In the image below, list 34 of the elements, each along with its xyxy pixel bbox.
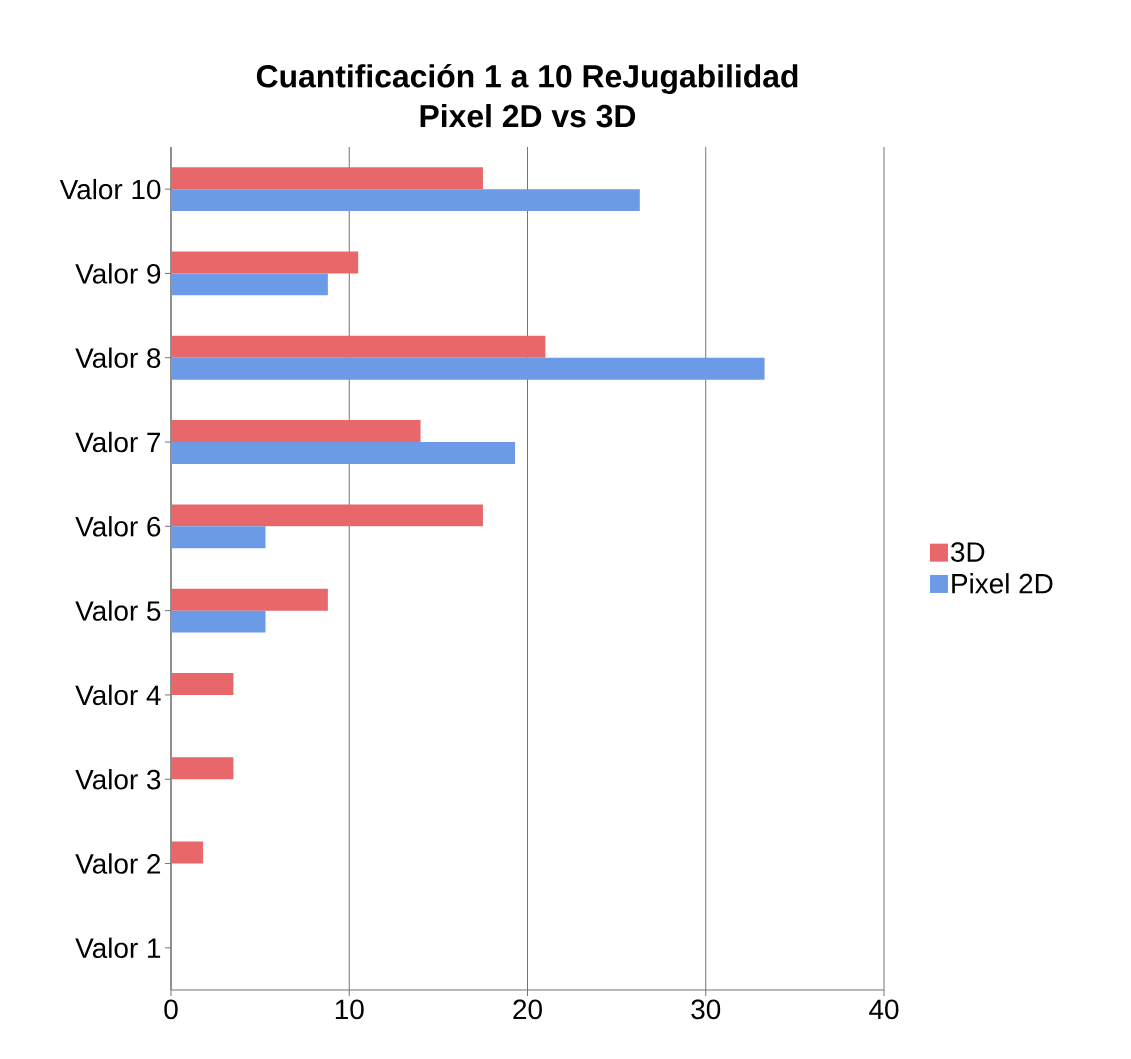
bar — [171, 357, 765, 380]
bar — [171, 335, 546, 358]
bar — [171, 189, 640, 212]
x-tick-label: 0 — [164, 999, 178, 1020]
bar — [171, 841, 204, 864]
x-tick-label: 10 — [335, 999, 364, 1020]
y-tick-label: Valor 4 — [75, 684, 161, 706]
y-tick-label: Valor 1 — [75, 937, 161, 959]
bar — [171, 167, 483, 190]
x-tick-label: 20 — [513, 999, 542, 1020]
x-tick-label: 30 — [691, 999, 721, 1020]
y-tick-label: Valor 10 — [59, 178, 161, 200]
x-tick-label: 40 — [869, 999, 899, 1020]
bar — [171, 251, 359, 274]
y-tick-label: Valor 9 — [75, 263, 161, 284]
y-tick-label: Valor 3 — [75, 769, 161, 790]
bar — [171, 757, 234, 780]
bar — [171, 504, 483, 527]
legend-label: Pixel 2D — [952, 573, 1053, 594]
y-tick-label: Valor 8 — [75, 347, 161, 368]
bar — [171, 588, 328, 611]
bar — [171, 273, 328, 296]
bar — [171, 420, 421, 443]
bar — [171, 442, 516, 464]
y-tick-label: Valor 7 — [75, 431, 161, 453]
chart-title: Cuantificación 1 a 10 ReJugabilidad — [256, 63, 798, 95]
bar — [171, 673, 234, 695]
y-tick-label: Valor 6 — [75, 516, 161, 537]
y-tick-label: Valor 5 — [75, 600, 161, 621]
bar — [171, 526, 266, 549]
legend-label: 3D — [951, 542, 985, 562]
y-tick-label: Valor 2 — [75, 853, 161, 874]
bar — [171, 610, 266, 633]
chart-subtitle: Pixel 2D vs 3D — [420, 104, 636, 128]
